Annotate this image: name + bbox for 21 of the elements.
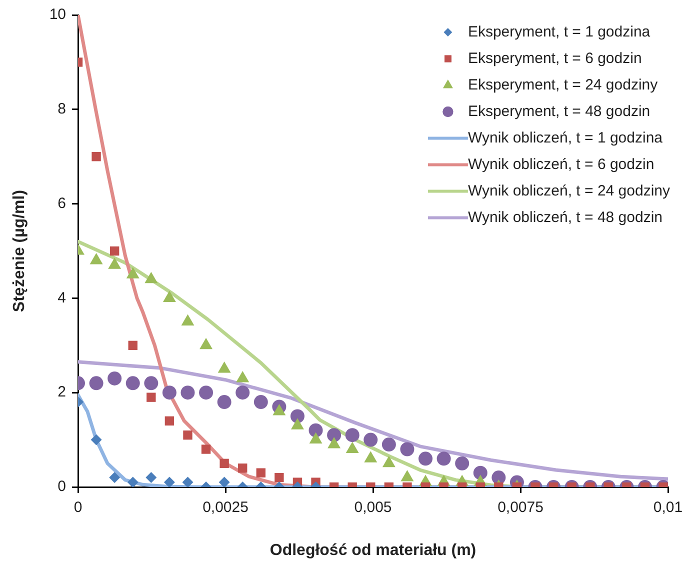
x-tick-label: 0,005 [354,499,392,516]
x-tick-label: 0,01 [653,499,683,516]
y-tick-label: 6 [58,194,66,212]
y-axis-title: Stężenie (µg/ml) [11,190,28,312]
y-tick-label: 4 [58,289,66,306]
legend-label: Wynik obliczeń, t = 1 godzina [468,129,664,146]
y-tick-label: 2 [58,384,66,401]
legend-label: Eksperyment, t = 6 godzin [468,50,642,67]
legend-label: Wynik obliczeń, t = 6 godzin [468,156,654,173]
y-tick-label: 10 [49,6,66,24]
x-tick-label: 0 [74,499,82,516]
x-axis-title: Odległość od materiału (m) [270,542,476,559]
y-tick-label: 8 [58,100,66,118]
y-tick-label: 0 [58,478,66,496]
legend-label: Wynik obliczeń, t = 48 godzin [468,208,663,226]
x-tick-label: 0,0075 [498,499,544,516]
legend-label: Eksperyment, t = 1 godzina [468,23,651,40]
legend-label: Eksperyment, t = 48 godzin [468,102,650,120]
legend-label: Wynik obliczeń, t = 24 godziny [468,182,670,200]
x-tick-label: 0,0025 [202,499,248,516]
legend-label: Eksperyment, t = 24 godziny [468,76,658,94]
